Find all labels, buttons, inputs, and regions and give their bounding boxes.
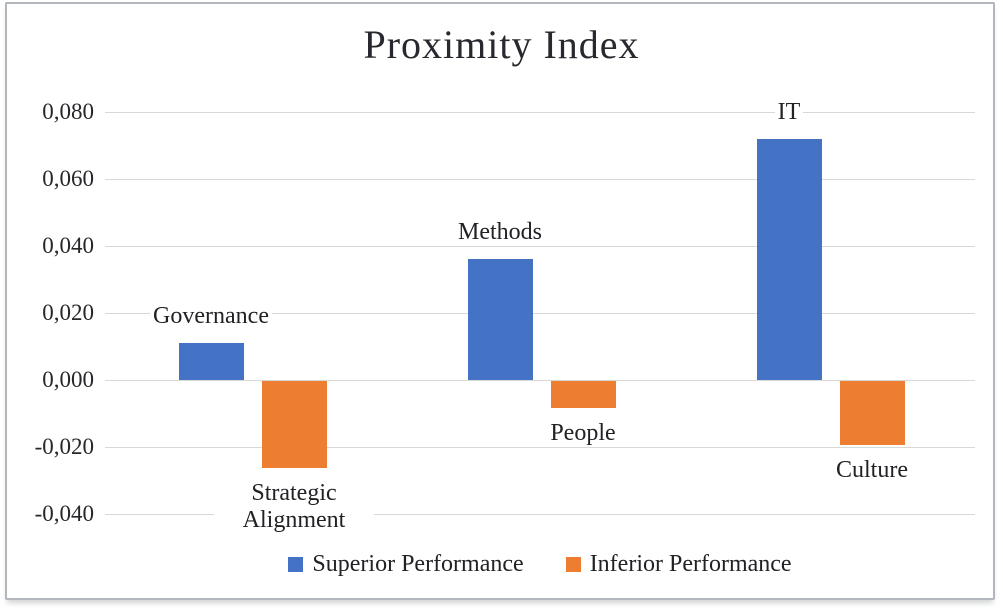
bar-label-governance: Governance [131, 303, 291, 331]
bar-label-methods: Methods [420, 219, 580, 247]
gridline-0-080 [105, 112, 975, 113]
gridline-0-040 [105, 246, 975, 247]
legend-swatch-inferior-icon [565, 557, 581, 572]
gridline--0-020 [105, 447, 975, 448]
bar-methods [467, 259, 533, 380]
gridline-0-060 [105, 179, 975, 180]
legend: Superior Performance Inferior Performanc… [105, 551, 975, 578]
legend-item-inferior: Inferior Performance [565, 551, 792, 578]
gridline-0-000 [105, 380, 975, 381]
y-tick-label: 0,040 [42, 233, 94, 258]
bar-label-people: People [503, 419, 663, 447]
chart-title: Proximity Index [363, 22, 640, 67]
y-tick-label: -0,040 [34, 501, 94, 526]
bar-label-strategic-alignment: Strategic Alignment [214, 480, 374, 535]
gridline--0-040 [105, 514, 975, 515]
legend-item-superior: Superior Performance [288, 551, 524, 578]
bar-governance [178, 343, 244, 380]
bar-label-culture: Culture [792, 456, 952, 484]
bar-label-it: IT [709, 98, 869, 126]
legend-swatch-superior-icon [288, 557, 304, 572]
bar-people [550, 381, 616, 408]
legend-label-inferior: Inferior Performance [589, 551, 792, 577]
y-tick-label: 0,020 [42, 300, 94, 325]
bar-it [756, 138, 822, 380]
gridline-0-020 [105, 313, 975, 314]
y-tick-label: 0,000 [42, 367, 94, 392]
y-tick-label: 0,080 [42, 99, 94, 124]
y-tick-label: -0,020 [34, 434, 94, 459]
legend-label-superior: Superior Performance [312, 551, 524, 577]
bar-culture [839, 381, 905, 445]
y-tick-label: 0,060 [42, 166, 94, 191]
bar-strategic-alignment [261, 381, 327, 469]
